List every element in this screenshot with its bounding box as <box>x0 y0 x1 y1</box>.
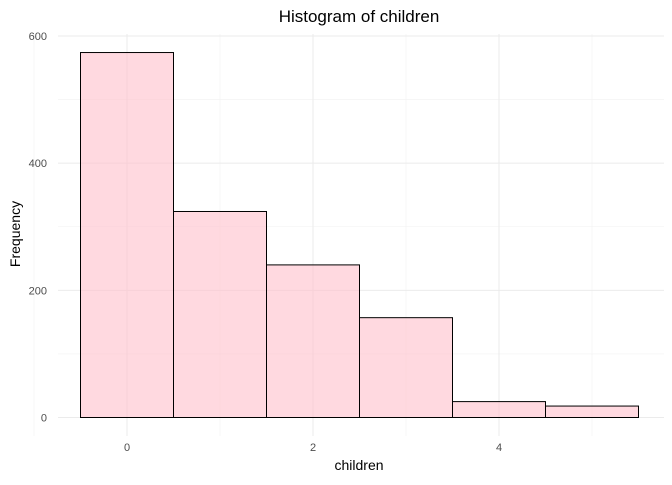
histogram-bar-1 <box>173 210 267 418</box>
y-tick-label: 600 <box>29 31 47 43</box>
y-tick-label: 400 <box>29 158 47 170</box>
histogram-bar-4 <box>452 401 546 418</box>
y-axis-label: Frequency <box>7 201 23 267</box>
x-tick-label: 4 <box>496 442 502 454</box>
tick-layer: 0 200 400 600 0 2 4 <box>29 31 502 454</box>
chart-title: Histogram of children <box>279 7 440 26</box>
x-tick-label: 2 <box>310 442 316 454</box>
x-tick-label: 0 <box>124 442 130 454</box>
histogram-bar-0 <box>80 52 174 418</box>
histogram-bar-3 <box>359 317 453 418</box>
y-tick-label: 200 <box>29 285 47 297</box>
y-tick-label: 0 <box>41 413 47 425</box>
bar-layer <box>80 52 639 418</box>
histogram-bar-2 <box>266 264 360 418</box>
histogram-bar-5 <box>545 405 639 418</box>
x-axis-label: children <box>334 457 383 473</box>
